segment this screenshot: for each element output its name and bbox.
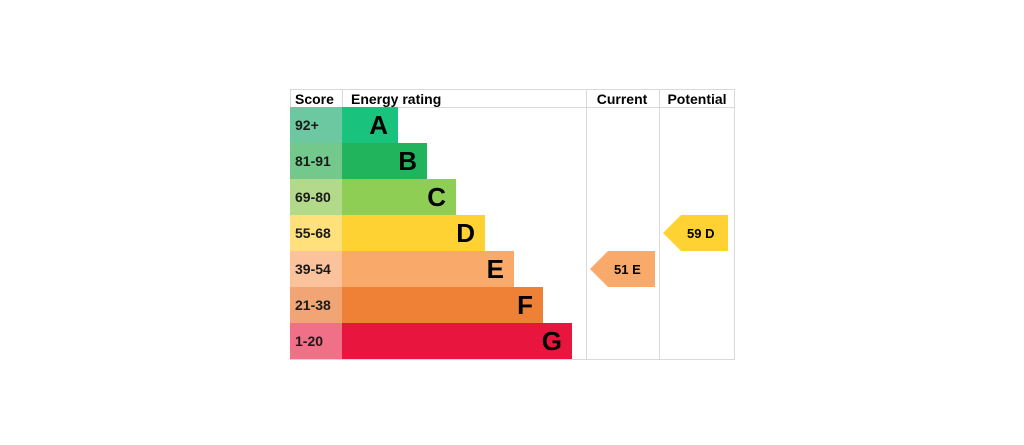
score-label-g: 1-20 [295, 333, 323, 349]
score-cell-g [290, 323, 342, 359]
band-row-a: 92+ A [290, 107, 398, 143]
band-bar-a [342, 107, 398, 143]
band-row-d: 55-68 D [290, 215, 485, 251]
band-letter-b: B [398, 146, 417, 176]
header-score: Score [295, 91, 334, 107]
band-row-g: 1-20 G [290, 323, 572, 359]
score-cell-c [290, 179, 342, 215]
rating-bands: 92+ A 81-91 B 69-80 C 55-68 D 39-54 E 21-38 F 1-20 G [290, 107, 572, 359]
band-letter-f: F [517, 290, 533, 320]
potential-rating-arrow: 59 D [663, 215, 728, 251]
score-cell-b [290, 143, 342, 179]
table-header-row: Score Energy rating Current Potential [295, 91, 727, 107]
band-letter-d: D [456, 218, 475, 248]
band-row-b: 81-91 B [290, 143, 427, 179]
score-cell-a [290, 107, 342, 143]
band-row-f: 21-38 F [290, 287, 543, 323]
current-rating-arrow-label: 51 E [614, 262, 641, 277]
band-bar-b [342, 143, 427, 179]
header-potential: Potential [667, 91, 726, 107]
score-cell-e [290, 251, 342, 287]
potential-rating-arrow-label: 59 D [687, 226, 714, 241]
current-rating-arrow: 51 E [590, 251, 655, 287]
band-row-e: 39-54 E [290, 251, 514, 287]
score-label-f: 21-38 [295, 297, 331, 313]
score-label-a: 92+ [295, 117, 319, 133]
band-letter-c: C [427, 182, 446, 212]
band-letter-e: E [487, 254, 504, 284]
header-energy-rating: Energy rating [351, 91, 441, 107]
rating-arrows: 51 E 59 D [590, 215, 728, 287]
score-label-c: 69-80 [295, 189, 331, 205]
band-bar-e [342, 251, 514, 287]
band-letter-g: G [542, 326, 562, 356]
band-letter-a: A [369, 110, 388, 140]
score-cell-f [290, 287, 342, 323]
band-row-c: 69-80 C [290, 179, 456, 215]
band-bar-f [342, 287, 543, 323]
potential-rating-arrow-shape [663, 215, 728, 251]
band-bar-g [342, 323, 572, 359]
score-cell-d [290, 215, 342, 251]
score-label-b: 81-91 [295, 153, 331, 169]
band-bar-d [342, 215, 485, 251]
header-current: Current [597, 91, 648, 107]
band-bar-c [342, 179, 456, 215]
score-label-e: 39-54 [295, 261, 331, 277]
current-rating-arrow-shape [590, 251, 655, 287]
score-label-d: 55-68 [295, 225, 331, 241]
